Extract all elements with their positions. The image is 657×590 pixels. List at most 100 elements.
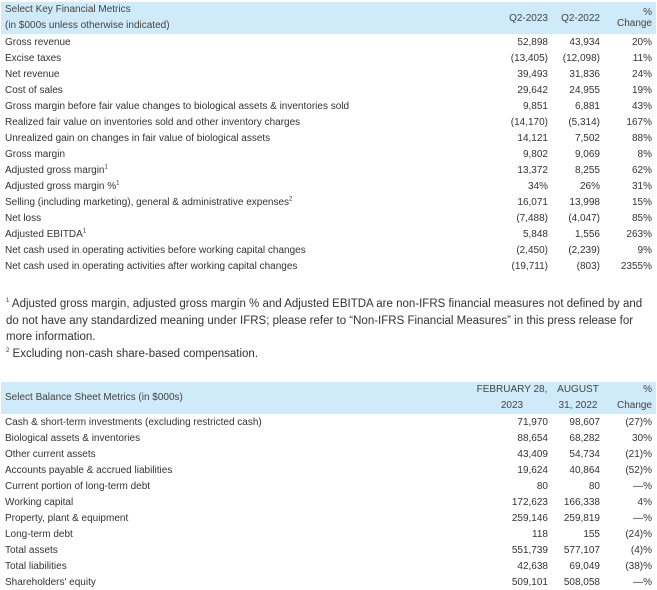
value-prior: 8,255	[574, 164, 600, 176]
value-current: 118	[532, 528, 548, 540]
label-text: Realized fair value on inventories sold …	[5, 116, 301, 128]
table-row: Adjusted gross margin %1 34% 26% 31%	[1, 178, 656, 194]
pct-change: 15%	[631, 196, 652, 208]
footnote-2: 2 Excluding non-cash share-based compens…	[6, 346, 653, 363]
pct-change: (52)%	[625, 464, 652, 476]
table-row: Net revenue 39,493 31,836 24%	[1, 66, 656, 82]
row-label: Adjusted EBITDA1	[1, 226, 494, 242]
value-prior: (5,314)	[568, 116, 600, 128]
h: FEBRUARY 28,	[476, 384, 548, 395]
col-q2-2022: Q2-2022	[552, 2, 604, 34]
table-row: Adjusted gross margin1 13,372 8,255 62%	[1, 162, 656, 178]
value-current: 5,848	[522, 228, 548, 240]
table-row: Total liabilities 42,638 69,049 (38)%	[1, 558, 656, 574]
pct-change: —%	[633, 480, 652, 492]
h: 31, 2022	[558, 400, 598, 411]
pct-change: (4)%	[630, 544, 652, 556]
label-text: Adjusted gross margin %	[5, 180, 117, 192]
label-text: Gross revenue	[5, 36, 71, 48]
row-label: Gross revenue	[1, 34, 494, 50]
table-row: Other current assets 43,409 54,734 (21)%	[1, 446, 656, 462]
value-prior: 40,864	[569, 464, 600, 476]
table-row: Realized fair value on inventories sold …	[1, 114, 656, 130]
row-label: Net revenue	[1, 66, 494, 82]
value-current: 43,409	[517, 448, 548, 460]
value-current: 14,121	[517, 132, 548, 144]
label-text: Net cash used in operating activities af…	[5, 260, 298, 272]
label-text: Working capital	[5, 496, 74, 508]
row-label: Accounts payable & accrued liabilities	[1, 462, 472, 478]
table-row: Biological assets & inventories 88,654 68,…	[1, 430, 656, 446]
footnote-text: Adjusted gross margin, adjusted gross ma…	[6, 298, 643, 343]
row-label: Unrealized gain on changes in fair value…	[1, 130, 494, 146]
table-row: Cash & short-term investments (excluding…	[1, 414, 656, 430]
row-label: Gross margin before fair value changes t…	[1, 98, 494, 114]
row-label: Biological assets & inventories	[1, 430, 472, 446]
pct-change: 4%	[637, 496, 652, 508]
table-row: Gross revenue 52,898 43,934 20%	[1, 34, 656, 50]
row-label: Other current assets	[1, 446, 472, 462]
table-row: Gross margin 9,802 9,069 8%	[1, 146, 656, 162]
row-label: Long-term debt	[1, 526, 472, 542]
label-text: Cost of sales	[5, 84, 63, 96]
col-feb-2023: FEBRUARY 28, 2023	[472, 382, 552, 414]
label-text: Biological assets & inventories	[5, 432, 141, 444]
value-current: (7,488)	[516, 212, 548, 224]
pct-change: 263%	[626, 228, 652, 240]
pct-change: 31%	[631, 180, 652, 192]
title: Select Key Financial Metrics	[5, 4, 131, 15]
pct-change: 20%	[631, 36, 652, 48]
row-label: Realized fair value on inventories sold …	[1, 114, 494, 130]
label-text: Property, plant & equipment	[5, 512, 129, 524]
label-text: Other current assets	[5, 448, 96, 460]
value-current: 34%	[527, 180, 548, 192]
row-label: Cost of sales	[1, 82, 494, 98]
footnote-marker: 1	[104, 164, 108, 171]
value-current: (14,170)	[510, 116, 548, 128]
pct-change: 9%	[637, 244, 652, 256]
table-row: Adjusted EBITDA1 5,848 1,556 263%	[1, 226, 656, 242]
value-prior: 43,934	[569, 36, 600, 48]
value-current: 52,898	[517, 36, 548, 48]
footnote-1: 1 Adjusted gross margin, adjusted gross …	[6, 296, 653, 346]
table-header: Select Key Financial Metrics (in $000s un…	[1, 2, 656, 34]
row-label: Net cash used in operating activities be…	[1, 242, 494, 258]
value-prior: 7,502	[574, 132, 600, 144]
label-text: Net cash used in operating activities be…	[5, 244, 306, 256]
table-row: Net cash used in operating activities af…	[1, 258, 656, 274]
pct-change: 43%	[631, 100, 652, 112]
value-prior: 13,998	[569, 196, 600, 208]
footnote-marker: 1	[6, 298, 10, 305]
h: 2023	[500, 400, 524, 411]
value-current: 29,642	[517, 84, 548, 96]
value-current: 259,146	[511, 512, 548, 524]
value-current: (19,711)	[511, 260, 548, 272]
row-label: Total assets	[1, 542, 472, 558]
label-text: Adjusted gross margin	[5, 164, 105, 176]
footnote-marker: 1	[116, 180, 120, 187]
pct-change: (38)%	[625, 560, 652, 572]
label-text: Gross margin before fair value changes t…	[5, 100, 350, 112]
value-current: 509,101	[511, 576, 548, 588]
table-title: Select Balance Sheet Metrics (in $000s)	[1, 382, 472, 414]
label-text: Gross margin	[5, 148, 66, 160]
value-prior: 98,607	[569, 416, 600, 428]
balance-sheet-metrics-table: Select Balance Sheet Metrics (in $000s) …	[1, 382, 656, 590]
value-prior: 1,556	[574, 228, 600, 240]
label-text: Accounts payable & accrued liabilities	[5, 464, 173, 476]
value-prior: (803)	[576, 260, 600, 272]
value-prior: 166,338	[563, 496, 600, 508]
pct-change: —%	[633, 576, 652, 588]
footnote-marker: 2	[6, 347, 10, 354]
table-title: Select Key Financial Metrics (in $000s un…	[1, 2, 494, 34]
table-row: Accounts payable & accrued liabilities 19…	[1, 462, 656, 478]
row-label: Property, plant & equipment	[1, 510, 472, 526]
pct-change: —%	[633, 512, 652, 524]
value-prior: (12,098)	[562, 52, 600, 64]
label-text: Selling (including marketing), general &…	[5, 196, 290, 208]
key-financial-metrics-table: Select Key Financial Metrics (in $000s un…	[1, 2, 656, 274]
label-text: Long-term debt	[5, 528, 73, 540]
value-prior: 68,282	[569, 432, 600, 444]
pct-change: 88%	[631, 132, 652, 144]
value-prior: (2,239)	[568, 244, 600, 256]
